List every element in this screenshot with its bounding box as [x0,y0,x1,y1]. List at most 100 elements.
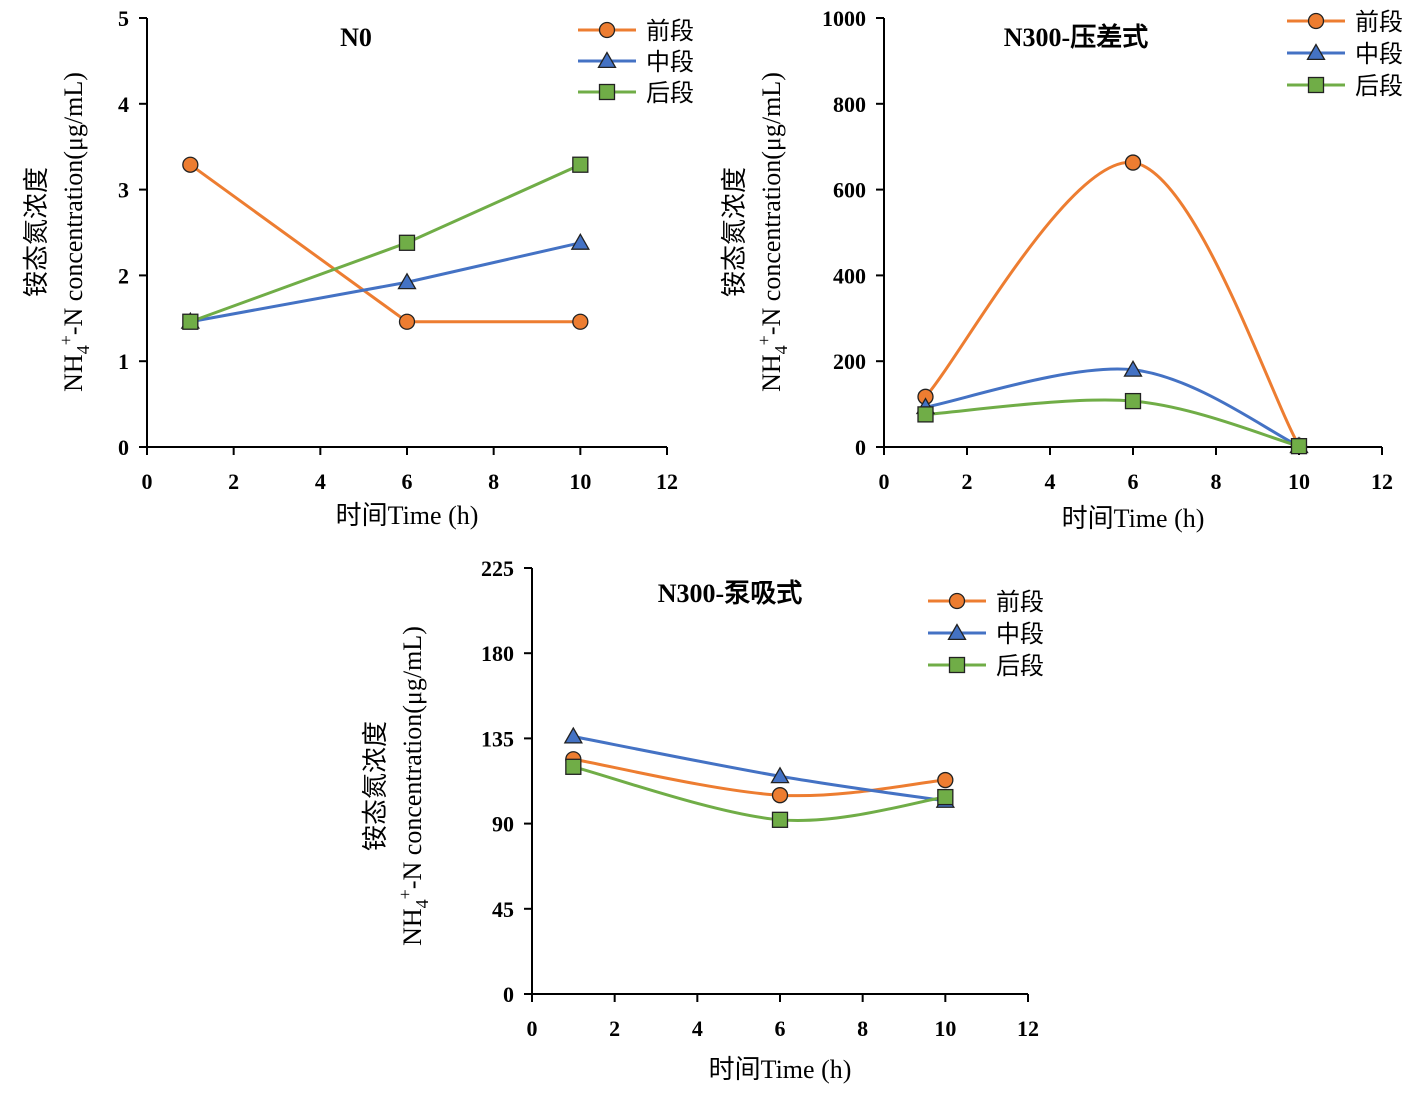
x-axis-title: 时间Time (h) [336,501,479,530]
y-axis-title-zh: 铵态氮浓度 [361,721,390,851]
y-title-sup: + [395,889,415,899]
y-title-part: -N concentration(μg/mL) [757,72,786,335]
series-line-前段 [189,163,581,324]
x-tick-label: 2 [228,469,239,494]
legend-label: 后段 [1355,73,1403,100]
x-tick-label: 10 [569,469,591,494]
y-title-sub: 4 [412,899,432,908]
legend-marker [947,623,967,641]
y-axis-title-en: NH4+-N concentration(μg/mL) [56,72,93,392]
y-title-part: NH [59,354,88,392]
x-tick-label: 12 [1371,469,1393,494]
y-axis-title-en: NH4+-N concentration(μg/mL) [754,72,791,392]
legend-marker [598,21,616,39]
y-title-part: NH [757,354,786,392]
y-tick-label: 200 [833,349,866,374]
legend-label: 中段 [1355,41,1403,68]
panel-title: N300-压差式 [1004,22,1148,52]
data-point-后段 [1124,392,1142,410]
y-title-part: -N concentration(μg/mL) [59,72,88,335]
y-axis-title-zh: 铵态氮浓度 [22,167,51,297]
data-point-前段 [572,313,589,330]
legend-label: 中段 [996,621,1044,648]
legend-marker [1307,12,1325,30]
data-point-后段 [937,788,954,806]
x-tick-label: 2 [962,469,973,494]
data-point-前段 [1124,154,1142,171]
y-tick-label: 2 [118,263,129,288]
x-tick-label: 8 [488,469,499,494]
y-axis-title-zh: 铵态氮浓度 [720,167,749,297]
x-tick-label: 12 [1017,1016,1039,1041]
y-tick-label: 225 [481,556,514,581]
y-title-sup: + [56,335,76,345]
data-point-后段 [1290,437,1308,455]
x-tick-label: 0 [879,469,890,494]
y-tick-label: 0 [503,982,514,1007]
x-tick-label: 6 [1128,469,1139,494]
data-point-中段 [570,232,590,250]
legend-marker [1306,43,1326,61]
legend-marker [597,51,617,69]
y-tick-label: 180 [481,641,514,666]
x-tick-label: 0 [142,469,153,494]
x-tick-label: 4 [1045,469,1056,494]
y-tick-label: 3 [118,178,129,203]
legend-marker [948,592,966,610]
x-tick-label: 8 [1211,469,1222,494]
series-line-中段 [190,241,581,324]
x-tick-label: 10 [1288,469,1310,494]
legend-marker [598,83,616,101]
y-tick-label: 45 [492,897,514,922]
x-tick-label: 2 [609,1016,620,1041]
data-point-后段 [565,758,582,775]
panel-title: N0 [340,23,372,52]
series-line-后段 [189,163,581,324]
panel-title: N300-泵吸式 [658,579,802,608]
x-tick-label: 6 [402,469,413,494]
legend-marker [948,656,966,674]
data-point-中段 [397,272,417,290]
y-tick-label: 135 [481,726,514,751]
x-tick-label: 12 [656,469,678,494]
y-axis-title-en: NH4+-N concentration(μg/mL) [395,626,432,946]
data-point-后段 [182,313,199,330]
y-tick-label: 400 [833,263,866,288]
data-point-后段 [917,406,934,423]
series-line-前段 [924,161,1301,447]
y-tick-label: 1 [118,349,129,374]
series-line-前段 [573,757,946,798]
legend-label: 前段 [646,18,694,45]
y-tick-label: 5 [118,6,129,31]
y-title-sub: 4 [73,345,93,354]
data-point-后段 [771,811,789,828]
data-point-后段 [398,234,416,251]
y-title-sub: 4 [771,345,791,354]
x-tick-label: 4 [692,1016,703,1041]
y-tick-label: 0 [118,435,129,460]
legend-label: 后段 [996,653,1044,680]
y-tick-label: 800 [833,92,866,117]
y-tick-label: 600 [833,178,866,203]
x-tick-label: 8 [857,1016,868,1041]
y-tick-label: 4 [118,92,129,117]
data-point-后段 [572,156,589,173]
series-line-后段 [925,398,1300,448]
y-tick-label: 90 [492,812,514,837]
data-point-中段 [563,726,583,744]
x-tick-label: 10 [934,1016,956,1041]
data-point-前段 [937,771,954,789]
y-tick-label: 1000 [822,6,866,31]
legend-label: 前段 [996,589,1044,616]
data-point-前段 [771,787,789,804]
data-point-前段 [182,156,199,173]
series-line-中段 [573,735,946,803]
legend-label: 后段 [646,80,694,107]
x-tick-label: 6 [775,1016,786,1041]
chart-panel-2: 0 200 400 600 800 1000 0 2 4 6 8 10 12 时间Time (h) 铵态氮浓… [720,6,1403,533]
legend-label: 中段 [646,49,694,76]
x-tick-label: 4 [315,469,326,494]
